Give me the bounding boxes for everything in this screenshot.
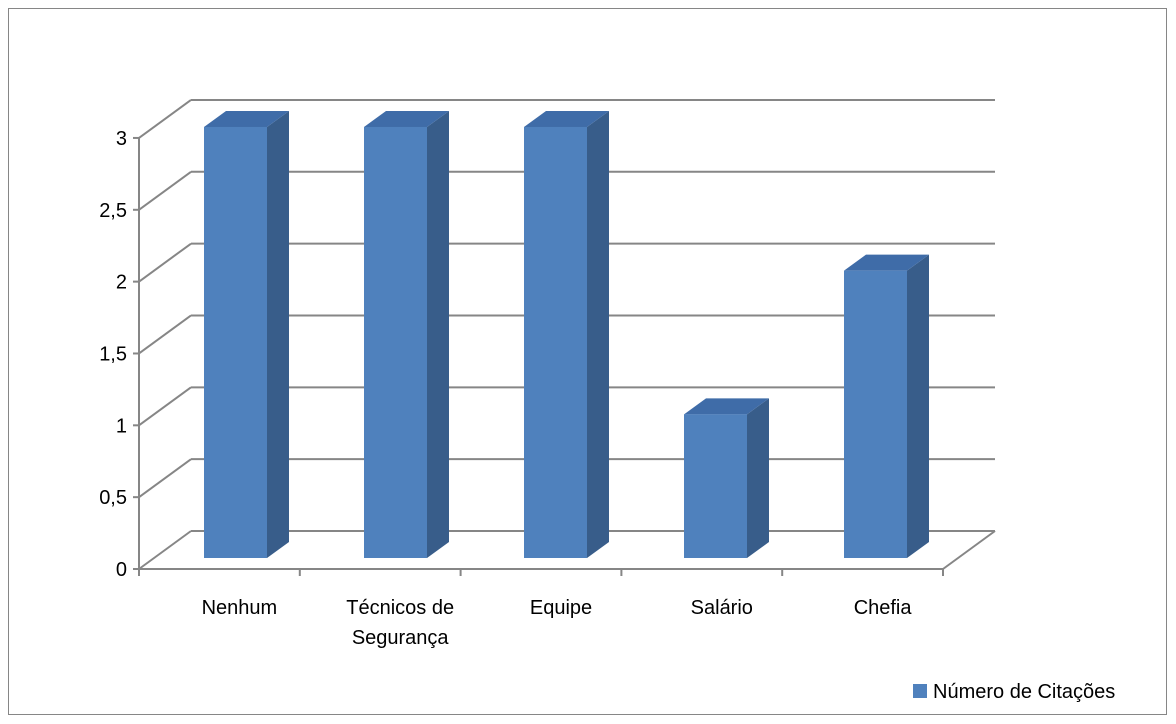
bar-side <box>427 110 449 558</box>
x-category-label: Equipe <box>530 597 592 619</box>
bar <box>524 110 609 558</box>
gridline-depth <box>138 530 192 570</box>
bar <box>364 110 449 558</box>
bar-front <box>524 126 587 558</box>
gridline-depth <box>138 386 192 427</box>
bar-front <box>844 270 907 558</box>
x-category-label: Técnicos de <box>346 597 454 619</box>
legend-label: Número de Citações <box>933 681 1115 703</box>
y-tick-label: 2 <box>116 272 127 294</box>
bars <box>204 110 929 558</box>
y-axis-tick-labels: 0 0,5 1 1,5 2 2,5 3 <box>99 128 127 581</box>
y-tick-label: 1 <box>116 415 127 437</box>
gridline-depth <box>138 314 192 355</box>
gridline-depth <box>138 458 192 498</box>
y-tick-label: 0 <box>116 559 127 581</box>
bar-side <box>267 110 289 558</box>
axes <box>133 136 996 576</box>
gridline-depth <box>138 99 192 139</box>
y-tick-label: 1,5 <box>99 343 127 365</box>
bar-top <box>524 110 609 127</box>
bar-side <box>587 110 609 558</box>
bar-side <box>907 254 929 558</box>
bar <box>684 398 769 558</box>
x-category-label: Segurança <box>352 627 450 649</box>
bar-front <box>364 126 427 558</box>
y-tick-label: 2,5 <box>99 200 127 222</box>
y-tick-label: 0,5 <box>99 487 127 509</box>
bar <box>204 110 289 558</box>
gridline-depth <box>138 242 192 283</box>
bar-front <box>684 414 747 558</box>
y-tick-label: 3 <box>116 128 127 150</box>
floor-edge <box>942 530 996 570</box>
bar-top <box>844 254 929 271</box>
bar-front <box>204 126 267 558</box>
bar-side <box>747 398 769 558</box>
legend-swatch <box>913 684 927 698</box>
x-category-label: Chefia <box>854 597 913 619</box>
gridline-depth <box>138 170 192 211</box>
legend: Número de Citações <box>913 681 1115 703</box>
bar-top <box>204 110 289 127</box>
x-category-label: Salário <box>691 597 753 619</box>
bar <box>844 254 929 558</box>
x-category-label: Nenhum <box>202 597 278 619</box>
bar-top <box>684 398 769 415</box>
bar-top <box>364 110 449 127</box>
x-axis-category-labels: Nenhum Técnicos de Segurança Equipe Salário C… <box>202 597 913 649</box>
